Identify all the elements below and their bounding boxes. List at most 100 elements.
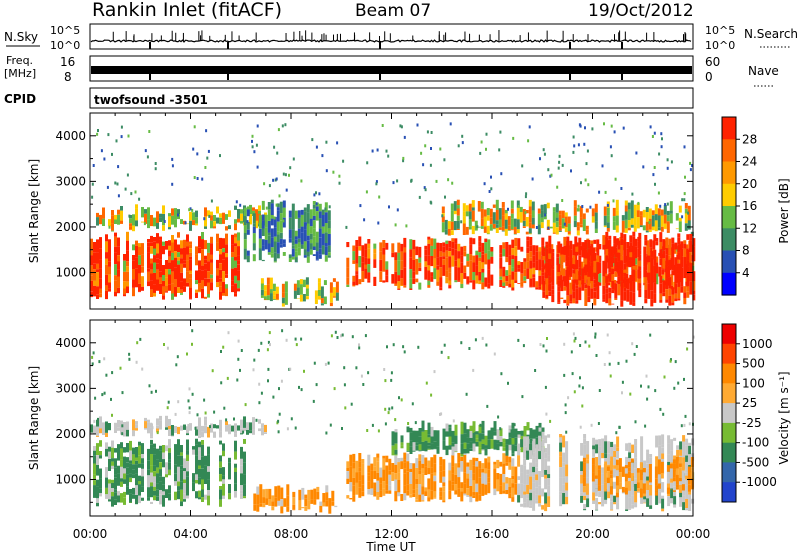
power-echo-cell (572, 269, 576, 274)
power-echo-cell (335, 281, 339, 293)
power-echo-cell (243, 225, 247, 233)
velocity-echo-cell (604, 435, 608, 442)
power-echo-cell (300, 209, 304, 215)
velocity-echo-cell (535, 474, 539, 481)
power-echo-cell (192, 220, 195, 226)
velocity-scatter-cell (598, 389, 601, 392)
velocity-echo-cell (559, 434, 563, 438)
power-echo-cell (162, 265, 165, 275)
power-echo-cell (671, 302, 675, 306)
power-echo-cell (117, 261, 120, 270)
velocity-echo-cell (496, 459, 500, 469)
velocity-echo-cell (174, 464, 177, 474)
power-echo-cell (267, 243, 271, 253)
velocity-scatter-cell (240, 349, 243, 352)
power-echo-cell (93, 280, 96, 286)
power-echo-cell (424, 255, 428, 262)
velocity-echo-cell (478, 433, 482, 442)
power-scatter-cell (289, 166, 292, 170)
power-echo-cell (583, 283, 587, 285)
power-scatter-cell (143, 222, 146, 226)
power-echo-cell (520, 281, 524, 287)
power-echo-cell (543, 204, 547, 215)
power-echo-cell (448, 240, 452, 248)
velocity-echo-cell (624, 481, 628, 488)
power-echo-cell (617, 261, 621, 270)
velocity-echo-cell (367, 465, 371, 473)
velocity-echo-cell (150, 439, 153, 445)
velocity-echo-cell (475, 472, 479, 484)
power-echo-cell (689, 288, 693, 295)
power-echo-cell (183, 263, 186, 268)
power-echo-cell (569, 282, 573, 295)
velocity-scatter-cell (579, 425, 582, 429)
power-echo-cell (537, 208, 541, 214)
velocity-echo-cell (514, 477, 518, 484)
power-echo-cell (532, 277, 536, 287)
velocity-scatter-cell (222, 345, 225, 349)
power-echo-cell (569, 240, 573, 250)
velocity-echo-cell (481, 468, 485, 473)
velocity-echo-cell (658, 492, 662, 504)
power-echo-cell (683, 292, 687, 298)
velocity-echo-cell (448, 480, 452, 491)
power-echo-cell (174, 251, 177, 258)
power-echo-cell (445, 277, 449, 284)
power-echo-cell (96, 263, 99, 270)
power-echo-cell (105, 290, 108, 300)
velocity-echo-cell (183, 479, 186, 483)
velocity-scatter-cell (390, 378, 393, 382)
power-echo-cell (210, 243, 213, 255)
velocity-echo-cell (640, 457, 644, 464)
power-echo-cell (159, 277, 162, 284)
velocity-echo-cell (615, 476, 619, 486)
power-echo-cell (602, 260, 606, 265)
power-scatter-cell (204, 166, 207, 169)
power-echo-cell (545, 259, 549, 263)
velocity-echo-cell (424, 487, 428, 491)
velocity-echo-cell (508, 456, 512, 463)
power-echo-cell (614, 252, 618, 258)
velocity-scatter-cell (255, 418, 258, 422)
power-echo-cell (650, 268, 654, 281)
power-echo-cell (638, 283, 642, 289)
velocity-echo-cell (594, 488, 598, 497)
power-echo-cell (442, 246, 446, 253)
velocity-echo-cell (679, 480, 683, 489)
velocity-scatter-cell (336, 336, 339, 339)
velocity-scatter-cell (615, 431, 618, 435)
power-echo-cell (430, 245, 434, 256)
power-echo-cell (623, 269, 627, 273)
velocity-echo-cell (463, 454, 467, 465)
velocity-echo-cell (481, 449, 485, 451)
power-echo-cell (572, 291, 576, 299)
velocity-echo-cell (678, 457, 682, 464)
velocity-echo-cell (105, 448, 108, 457)
power-echo-cell (563, 276, 567, 287)
velocity-echo-cell (373, 471, 377, 479)
velocity-echo-cell (508, 425, 512, 430)
velocity-scatter-cell (260, 391, 263, 395)
velocity-scatter-cell (260, 341, 263, 345)
velocity-echo-cell (451, 430, 455, 443)
velocity-echo-cell (292, 491, 296, 498)
power-echo-cell (626, 295, 630, 302)
power-echo-cell (602, 294, 606, 300)
power-scatter-cell (177, 213, 179, 217)
power-echo-cell (517, 261, 521, 265)
power-scatter-cell (517, 205, 520, 208)
velocity-echo-cell (126, 443, 129, 453)
velocity-scatter-cell (644, 424, 647, 428)
power-echo-cell (545, 273, 549, 279)
power-scatter-cell (92, 164, 95, 167)
power-echo-cell (575, 246, 579, 252)
velocity-echo-cell (93, 425, 96, 434)
power-echo-cell (662, 262, 666, 269)
velocity-echo-cell (198, 497, 201, 500)
power-echo-cell (605, 245, 609, 249)
velocity-scatter-cell (188, 406, 191, 410)
velocity-echo-cell (256, 486, 260, 495)
power-echo-cell (272, 291, 276, 296)
velocity-echo-cell (517, 449, 521, 456)
power-echo-cell (270, 215, 274, 219)
